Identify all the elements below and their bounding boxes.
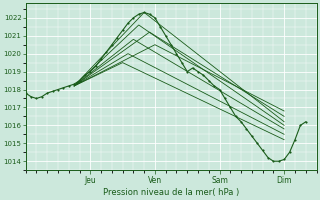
X-axis label: Pression niveau de la mer( hPa ): Pression niveau de la mer( hPa )	[103, 188, 239, 197]
